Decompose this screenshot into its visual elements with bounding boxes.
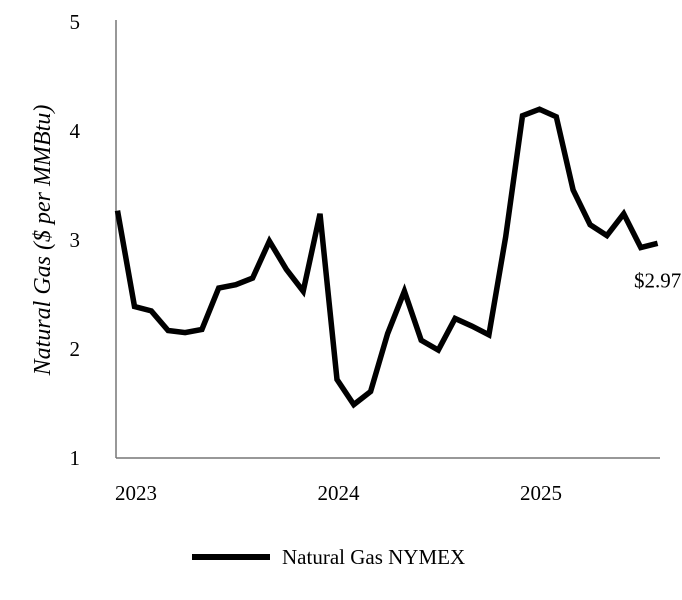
y-tick-label: 2 (70, 337, 81, 361)
x-tick-label: 2025 (520, 481, 562, 505)
x-tick-label: 2024 (318, 481, 361, 505)
y-tick-label: 5 (70, 10, 81, 34)
y-tick-label: 1 (70, 446, 81, 470)
x-axis-ticks: 2023 2024 2025 (115, 481, 562, 505)
series-line-natural-gas-nymex (114, 106, 659, 409)
legend: Natural Gas NYMEX (192, 545, 465, 569)
y-axis-ticks: 1 2 3 4 5 (70, 10, 81, 470)
series-layer (114, 106, 659, 409)
y-tick-label: 3 (70, 228, 81, 252)
data-label-last-value: $2.97 (634, 268, 681, 292)
legend-label-natural-gas-nymex: Natural Gas NYMEX (282, 545, 465, 569)
chart-axes (115, 20, 660, 459)
x-tick-label: 2023 (115, 481, 157, 505)
annotation-layer: $2.97 (634, 268, 681, 292)
y-axis-label: Natural Gas ($ per MMBtu) (30, 105, 56, 377)
y-tick-label: 4 (70, 119, 81, 143)
